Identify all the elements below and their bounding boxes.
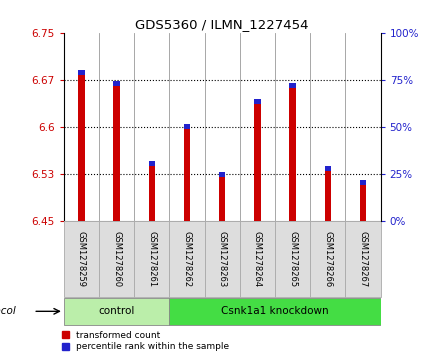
Text: GSM1278264: GSM1278264	[253, 231, 262, 287]
Bar	[360, 180, 366, 185]
Title: GDS5360 / ILMN_1227454: GDS5360 / ILMN_1227454	[136, 19, 309, 32]
Text: GSM1278265: GSM1278265	[288, 231, 297, 287]
Text: protocol: protocol	[0, 306, 16, 316]
Bar	[219, 171, 225, 176]
Bar	[254, 99, 260, 104]
FancyBboxPatch shape	[169, 221, 205, 297]
Bar	[360, 185, 366, 221]
Text: GSM1278260: GSM1278260	[112, 231, 121, 287]
FancyBboxPatch shape	[99, 221, 134, 297]
FancyBboxPatch shape	[275, 221, 310, 297]
Legend: transformed count, percentile rank within the sample: transformed count, percentile rank withi…	[62, 331, 230, 351]
Bar	[184, 124, 190, 129]
Bar	[114, 86, 120, 221]
Bar	[114, 81, 120, 86]
Bar	[149, 166, 155, 221]
FancyBboxPatch shape	[134, 221, 169, 297]
FancyBboxPatch shape	[169, 298, 381, 325]
FancyBboxPatch shape	[310, 221, 345, 297]
Text: GSM1278261: GSM1278261	[147, 231, 156, 287]
FancyBboxPatch shape	[240, 221, 275, 297]
Bar	[290, 83, 296, 88]
Text: GSM1278263: GSM1278263	[218, 231, 227, 287]
Bar	[254, 104, 260, 221]
Text: GSM1278259: GSM1278259	[77, 231, 86, 287]
Bar	[78, 76, 84, 221]
FancyBboxPatch shape	[64, 221, 99, 297]
FancyBboxPatch shape	[205, 221, 240, 297]
Text: GSM1278266: GSM1278266	[323, 231, 332, 287]
Text: Csnk1a1 knockdown: Csnk1a1 knockdown	[221, 306, 329, 316]
Text: GSM1278262: GSM1278262	[183, 231, 191, 287]
Bar	[219, 176, 225, 221]
Bar	[325, 171, 331, 221]
FancyBboxPatch shape	[64, 298, 169, 325]
Bar	[325, 166, 331, 171]
Bar	[290, 88, 296, 221]
Bar	[78, 70, 84, 76]
Bar	[149, 161, 155, 166]
Bar	[184, 129, 190, 221]
Text: control: control	[99, 306, 135, 316]
FancyBboxPatch shape	[345, 221, 381, 297]
Text: GSM1278267: GSM1278267	[359, 231, 367, 287]
